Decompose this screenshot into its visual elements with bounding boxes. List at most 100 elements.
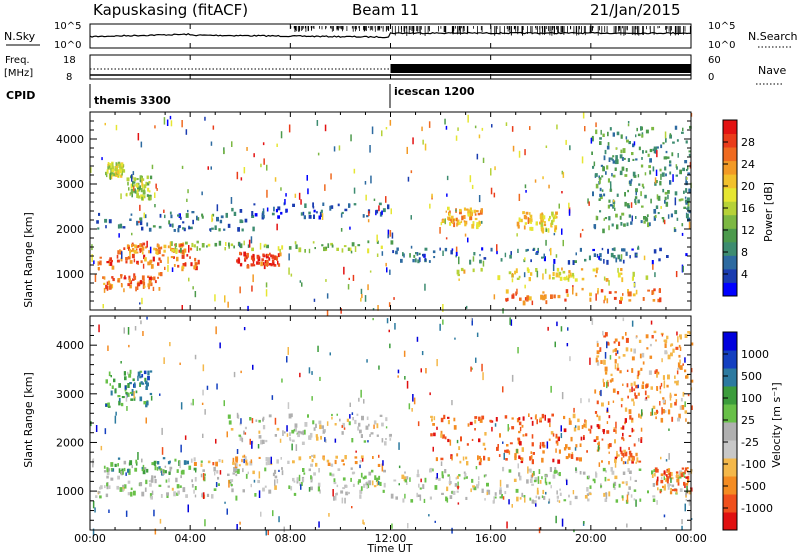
heat-cell — [466, 461, 469, 466]
heat-cell — [619, 446, 622, 452]
heat-cell — [200, 473, 203, 478]
heat-cell — [687, 172, 691, 176]
heat-noise-cell — [104, 122, 106, 126]
heat-cell — [479, 254, 481, 257]
heat-cell — [143, 279, 145, 285]
heat-cell — [674, 488, 678, 492]
heat-cell — [488, 489, 491, 495]
heat-noise-cell — [180, 402, 183, 410]
heat-noise-cell — [153, 509, 155, 517]
heat-cell — [176, 256, 179, 262]
heat-cell — [531, 420, 534, 426]
heat-cell — [478, 461, 482, 466]
heat-cell — [389, 433, 392, 437]
heat-cell — [665, 137, 667, 143]
heat-cell — [329, 472, 332, 476]
heat-cell — [294, 423, 298, 428]
heat-noise-cell — [114, 415, 117, 424]
heat-cell — [277, 246, 280, 251]
heat-cell — [133, 177, 137, 182]
heat-noise-cell — [265, 282, 268, 288]
heat-noise-cell — [280, 131, 283, 139]
heat-noise-cell — [458, 256, 460, 265]
heat-cell — [642, 186, 645, 189]
heat-cell — [175, 249, 178, 254]
heat-cell — [614, 439, 616, 444]
heat-noise-cell — [185, 129, 188, 135]
heat-cell — [368, 480, 372, 486]
heat-cell — [272, 472, 275, 477]
heat-cell — [135, 248, 138, 251]
heat-cell — [108, 219, 112, 224]
colorbar-swatch — [723, 120, 737, 134]
heat-cell — [487, 457, 490, 461]
heat-cell — [372, 456, 374, 459]
colorbar-tick-label: 1000 — [741, 348, 769, 361]
heat-cell — [661, 217, 664, 220]
heat-cell — [478, 224, 480, 228]
heat-cell — [612, 174, 616, 178]
heat-cell — [456, 222, 458, 227]
heat-cell — [102, 276, 105, 279]
heat-cell — [141, 491, 145, 497]
heat-cell — [675, 164, 678, 168]
heat-noise-cell — [442, 304, 444, 312]
heat-noise-cell — [333, 146, 336, 152]
heat-cell — [620, 268, 623, 272]
heat-cell — [657, 298, 661, 303]
heat-cell — [624, 201, 627, 207]
heat-cell — [445, 210, 447, 213]
heat-cell — [594, 173, 598, 177]
heat-cell — [605, 372, 607, 375]
heat-cell — [414, 258, 417, 263]
heat-noise-cell — [506, 521, 508, 529]
heat-cell — [145, 214, 147, 219]
heat-noise-cell — [287, 402, 290, 409]
heat-noise-cell — [137, 133, 140, 141]
heat-cell — [570, 272, 572, 277]
heat-cell — [308, 211, 311, 215]
heat-noise-cell — [560, 433, 563, 439]
heat-cell — [474, 217, 478, 221]
heat-cell — [663, 470, 666, 475]
heat-noise-cell — [155, 183, 157, 189]
heat-cell — [251, 211, 254, 216]
heat-cell — [316, 436, 319, 441]
heat-noise-cell — [524, 284, 526, 289]
heat-cell — [625, 347, 629, 352]
heat-noise-cell — [449, 476, 451, 485]
heat-cell — [618, 341, 621, 346]
heat-cell — [174, 245, 177, 249]
heat-cell — [609, 443, 612, 448]
heat-noise-cell — [128, 344, 130, 348]
heat-cell — [676, 217, 679, 221]
heat-noise-cell — [236, 449, 239, 454]
heat-noise-cell — [317, 152, 320, 156]
heat-cell — [611, 470, 615, 475]
heat-cell — [369, 434, 371, 437]
heat-cell — [645, 129, 649, 134]
heat-cell — [556, 267, 560, 272]
heat-noise-cell — [194, 291, 197, 298]
heat-cell — [117, 250, 120, 255]
heat-noise-cell — [313, 298, 316, 302]
heat-cell — [196, 215, 198, 221]
heat-cell — [651, 260, 654, 265]
heat-cell — [667, 354, 671, 360]
heat-cell — [130, 398, 134, 401]
heat-cell — [514, 455, 517, 461]
heat-noise-cell — [178, 461, 180, 466]
heat-cell — [504, 491, 507, 495]
heat-cell — [664, 484, 666, 489]
heat-cell — [557, 473, 560, 476]
heat-noise-cell — [287, 347, 289, 355]
y-tick-label: 3000 — [56, 178, 84, 191]
heat-cell — [118, 400, 121, 406]
heat-cell — [292, 477, 295, 482]
heat-cell — [555, 211, 558, 215]
heat-cell — [558, 500, 561, 503]
heat-cell — [111, 165, 114, 170]
heat-cell — [627, 289, 629, 294]
heat-cell — [611, 378, 614, 382]
heat-cell — [519, 297, 522, 301]
